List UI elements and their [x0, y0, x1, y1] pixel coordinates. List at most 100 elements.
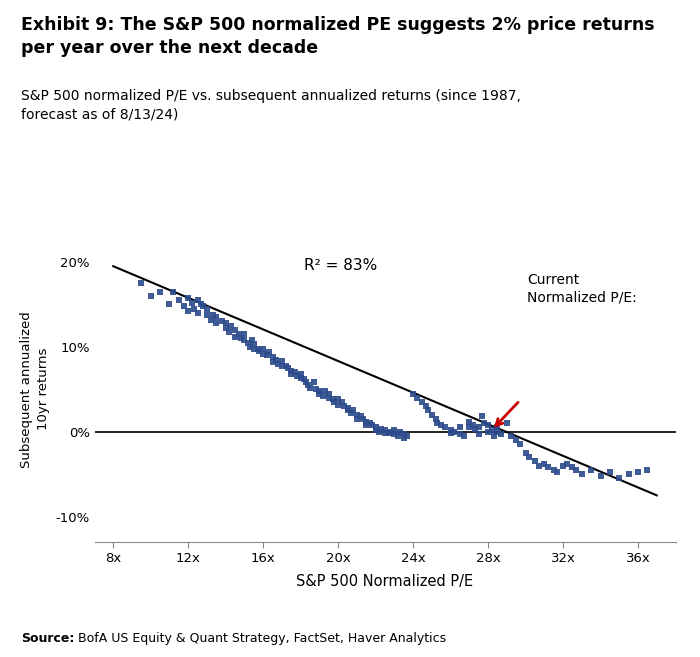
Point [398, 433, 409, 443]
Point [258, 343, 269, 353]
Point [244, 342, 256, 352]
Point [286, 365, 297, 376]
Point [389, 429, 400, 440]
Point [623, 469, 634, 480]
Point [327, 394, 338, 405]
Point [533, 461, 545, 471]
Point [445, 425, 456, 436]
Point [205, 315, 216, 325]
Point [470, 424, 481, 434]
Point [302, 380, 314, 390]
Point [271, 354, 282, 365]
Point [463, 422, 475, 433]
Point [463, 417, 475, 427]
Point [225, 321, 237, 331]
Point [567, 462, 578, 472]
Point [370, 422, 382, 433]
Point [179, 301, 190, 311]
Point [332, 394, 344, 405]
Point [374, 426, 385, 437]
Point [552, 467, 563, 478]
Point [318, 391, 329, 401]
Point [423, 405, 434, 416]
Point [510, 435, 522, 445]
Point [239, 335, 250, 346]
Point [211, 318, 222, 328]
Point [188, 304, 199, 314]
Point [248, 339, 260, 350]
Point [216, 316, 228, 327]
Point [366, 420, 377, 430]
Point [239, 329, 250, 340]
Point [468, 420, 479, 430]
Point [458, 431, 469, 442]
Point [347, 405, 358, 416]
Point [407, 388, 419, 399]
Point [557, 461, 568, 471]
Point [360, 420, 372, 430]
Point [299, 374, 310, 384]
Point [314, 386, 325, 396]
Point [186, 298, 197, 308]
Point [220, 318, 231, 328]
X-axis label: S&P 500 Normalized P/E: S&P 500 Normalized P/E [296, 574, 474, 589]
Point [289, 367, 300, 378]
Point [542, 462, 554, 472]
Point [276, 360, 288, 371]
Point [276, 356, 288, 367]
Point [282, 363, 293, 373]
Point [426, 409, 438, 420]
Point [183, 292, 194, 303]
Point [492, 426, 503, 437]
Point [173, 295, 184, 306]
Point [286, 369, 297, 379]
Point [233, 329, 244, 340]
Point [192, 307, 203, 318]
Point [202, 309, 213, 320]
Point [473, 422, 484, 433]
Point [548, 464, 559, 475]
Point [263, 347, 274, 357]
Point [336, 397, 347, 407]
Point [505, 431, 516, 442]
Point [486, 425, 498, 436]
Point [379, 425, 391, 436]
Point [248, 343, 260, 353]
Point [576, 469, 587, 480]
Point [332, 399, 344, 410]
Point [539, 459, 550, 469]
Point [393, 431, 404, 442]
Point [402, 431, 413, 442]
Point [561, 459, 573, 469]
Point [310, 384, 321, 394]
Point [167, 286, 178, 297]
Point [445, 428, 456, 439]
Point [492, 422, 503, 433]
Point [192, 295, 203, 306]
Point [342, 403, 353, 413]
Point [346, 408, 357, 419]
Point [230, 325, 241, 335]
Point [155, 286, 166, 297]
Point [520, 447, 531, 458]
Point [514, 439, 526, 449]
Point [473, 429, 484, 440]
Point [479, 418, 490, 428]
Point [432, 418, 443, 428]
Point [595, 470, 606, 481]
Point [252, 343, 263, 353]
Point [196, 299, 207, 309]
Text: S&P 500 normalized P/E vs. subsequent annualized returns (since 1987,
forecast a: S&P 500 normalized P/E vs. subsequent an… [21, 89, 521, 121]
Text: R² = 83%: R² = 83% [304, 258, 377, 273]
Point [586, 464, 597, 475]
Point [235, 333, 246, 344]
Point [295, 369, 307, 379]
Point [370, 425, 382, 436]
Point [272, 359, 284, 369]
Point [524, 452, 535, 463]
Point [454, 422, 466, 433]
Point [211, 312, 222, 323]
Point [435, 420, 447, 430]
Point [246, 335, 258, 346]
Text: Exhibit 9: The S&P 500 normalized PE suggests 2% price returns
per year over the: Exhibit 9: The S&P 500 normalized PE sug… [21, 16, 654, 57]
